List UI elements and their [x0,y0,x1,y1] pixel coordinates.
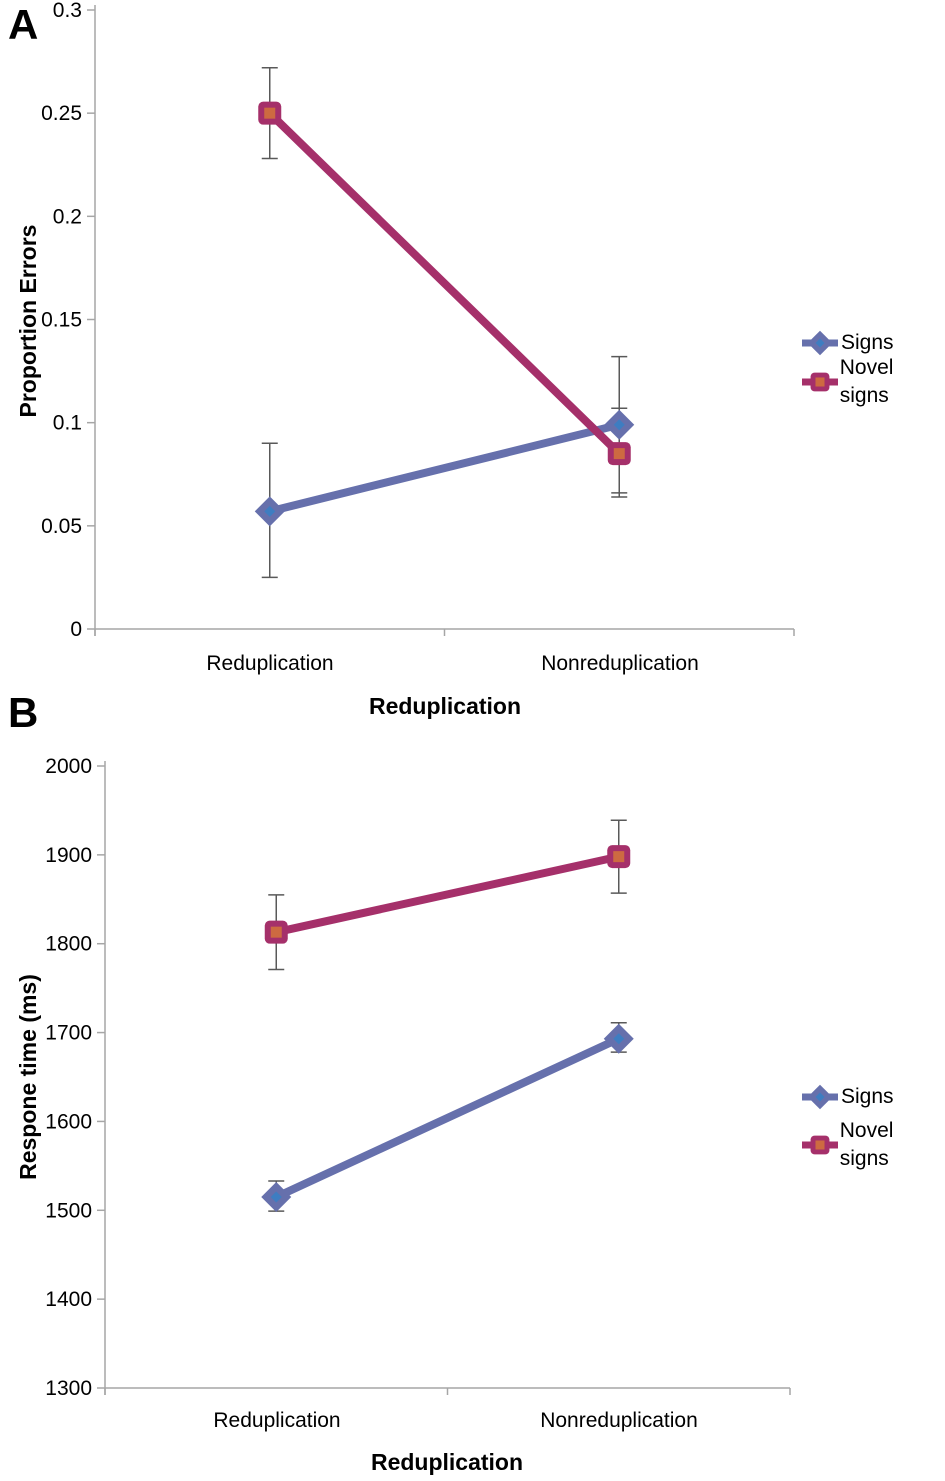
legend-item-novel-signs: Novel signs [801,1119,945,1170]
svg-text:0.25: 0.25 [41,102,82,125]
panel-b-plot: 2000 1900 1800 1700 1600 1500 1400 1300 [45,755,791,1400]
legend-label: Novel signs [839,1119,894,1170]
panel-a-category-reduplication: Reduplication [206,652,334,675]
novel-signs-line-marker-icon [802,1135,838,1155]
panel-a-category-nonreduplication: Nonreduplication [541,652,699,675]
svg-text:1500: 1500 [45,1199,92,1222]
panel-b-label: B [8,689,39,736]
svg-text:1700: 1700 [45,1022,92,1045]
novel-signs-line-marker-icon [802,372,838,392]
svg-text:0.2: 0.2 [53,205,82,228]
panel-b-category-nonreduplication: Nonreduplication [540,1409,698,1432]
svg-text:0.05: 0.05 [41,515,82,538]
panel-a-x-axis-title: Reduplication [368,693,522,719]
legend-label: Signs [841,1085,894,1108]
legend-label: Novel signs [839,356,894,407]
signs-line-marker-icon [802,1084,838,1110]
svg-text:0: 0 [70,618,82,641]
svg-text:0.15: 0.15 [41,309,82,332]
panel-a-legend: Signs Novel signs [801,329,945,407]
panel-a-plot: 0.3 0.25 0.2 0.15 0.1 0.05 0 [41,0,795,641]
legend-label: Signs [841,331,894,354]
signs-line-marker-icon [802,330,838,356]
svg-text:1800: 1800 [45,933,92,956]
svg-text:1300: 1300 [45,1377,92,1400]
panel-b-x-axis-title: Reduplication [370,1449,524,1475]
svg-text:1900: 1900 [45,844,92,867]
svg-text:1600: 1600 [45,1110,92,1133]
svg-text:1400: 1400 [45,1288,92,1311]
legend-item-signs: Signs [801,1083,945,1111]
panel-b-y-axis-title: Respone time (ms) [15,974,41,1180]
legend-item-novel-signs: Novel signs [801,356,945,407]
panel-a-y-axis-title: Proportion Errors [15,224,41,418]
svg-text:2000: 2000 [45,755,92,778]
panel-b-category-reduplication: Reduplication [213,1409,341,1432]
svg-text:0.3: 0.3 [53,0,82,22]
svg-text:0.1: 0.1 [53,412,82,435]
panel-a-label: A [8,1,39,48]
legend-item-signs: Signs [801,329,945,357]
panel-b-legend: Signs Novel signs [801,1083,945,1170]
